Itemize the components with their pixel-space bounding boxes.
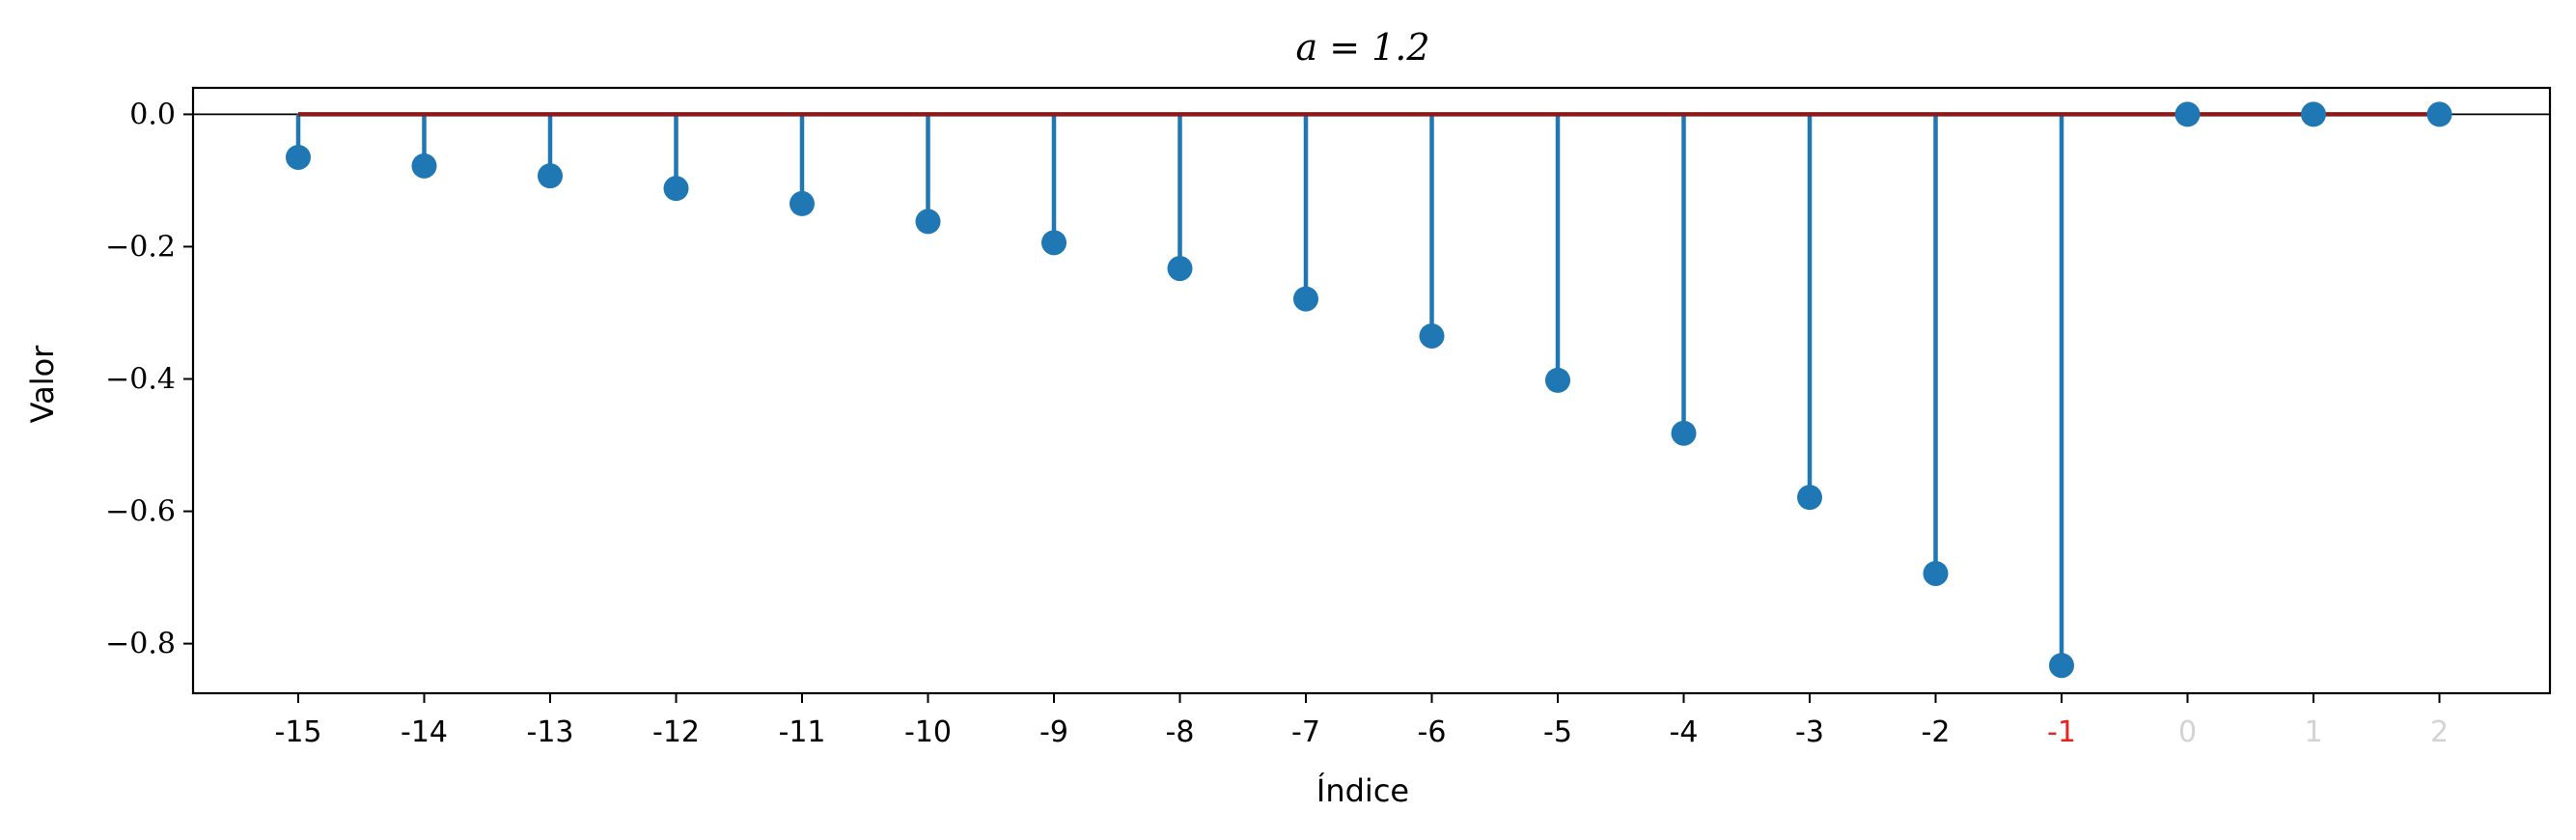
stem-marker [789, 190, 815, 216]
x-tick-label: -11 [779, 715, 826, 749]
x-tick-label: 2 [2430, 715, 2449, 749]
stem-marker [1545, 367, 1570, 393]
x-tick-label: -1 [2047, 715, 2076, 749]
stem-marker [1419, 322, 1445, 349]
x-tick-label: -6 [1418, 715, 1447, 749]
x-tick-label: -13 [527, 715, 574, 749]
plot-area: 0.0−0.2−0.4−0.6−0.8-15 -14 -13 -12 -11 -10 -9-… [105, 86, 2552, 749]
stem-marker [1797, 485, 1822, 511]
x-tick-label: -7 [1291, 715, 1320, 749]
y-tick-label: −0.4 [105, 363, 176, 397]
chart-title: a = 1.2 [1295, 26, 1429, 69]
x-tick-label: -9 [1039, 715, 1068, 749]
x-tick-label: 0 [2178, 715, 2197, 749]
x-tick-label: -10 [904, 715, 952, 749]
x-tick-label: -12 [652, 715, 700, 749]
x-tick-label: -3 [1795, 715, 1824, 749]
stem-marker [1671, 420, 1697, 446]
y-tick-label: −0.6 [105, 495, 176, 529]
x-tick-label: -2 [1922, 715, 1951, 749]
stem-marker [663, 176, 689, 202]
x-tick-label: -15 [275, 715, 322, 749]
axes-frame [191, 86, 2552, 695]
stem-marker [1293, 286, 1318, 312]
stem-marker [2426, 101, 2452, 127]
stem-marker [411, 153, 437, 179]
y-tick-label: 0.0 [129, 98, 176, 131]
stem-marker [915, 209, 941, 235]
stem-marker [1041, 230, 1066, 256]
x-axis-label: Índice [1316, 772, 1409, 809]
stem-marker [2174, 101, 2201, 127]
x-tick-label: -14 [401, 715, 448, 749]
stem-marker [2049, 653, 2074, 679]
y-axis-label: Valor [24, 345, 61, 423]
y-tick-label: −0.8 [105, 628, 176, 661]
stem-marker [1167, 256, 1193, 282]
stem-marker [286, 144, 311, 170]
x-tick-label: -8 [1166, 715, 1195, 749]
stem-marker [2301, 101, 2326, 127]
y-tick-label: −0.2 [105, 230, 176, 264]
stem-marker [1923, 560, 1949, 586]
x-tick-label: 1 [2304, 715, 2322, 749]
stem-marker [538, 163, 563, 189]
x-tick-label: -5 [1543, 715, 1572, 749]
x-tick-label: -4 [1670, 715, 1699, 749]
